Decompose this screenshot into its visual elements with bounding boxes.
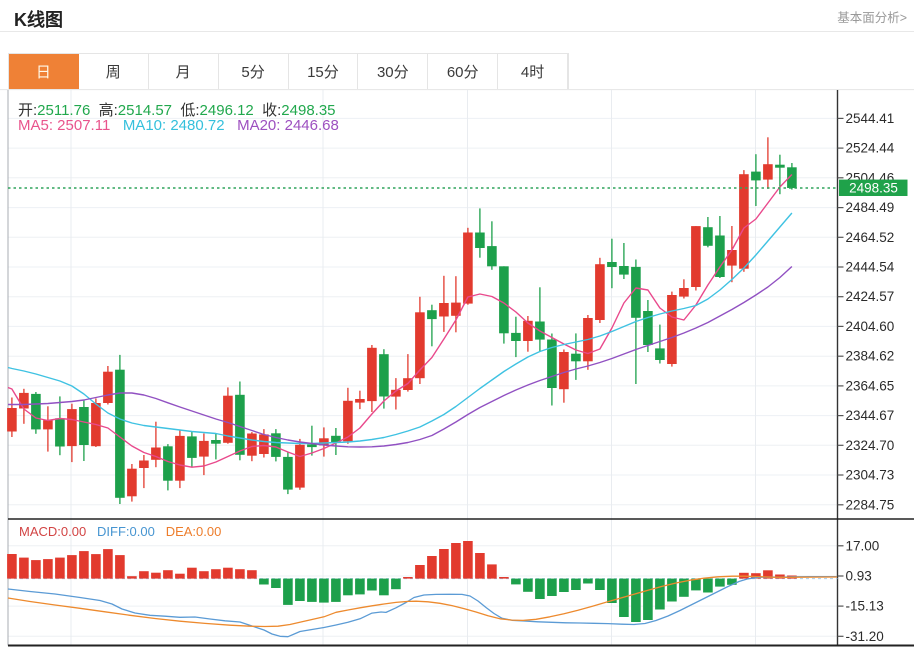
svg-text:-31.20: -31.20 <box>846 629 884 644</box>
svg-text:2498.35: 2498.35 <box>849 180 898 195</box>
svg-text:2304.73: 2304.73 <box>846 468 895 483</box>
svg-text:2484.49: 2484.49 <box>846 200 895 215</box>
svg-text:0.93: 0.93 <box>846 569 872 584</box>
svg-text:2464.52: 2464.52 <box>846 230 895 245</box>
svg-text:2364.65: 2364.65 <box>846 378 895 393</box>
svg-text:2544.41: 2544.41 <box>846 111 895 126</box>
svg-text:2324.70: 2324.70 <box>846 438 895 453</box>
svg-text:-15.13: -15.13 <box>846 599 884 614</box>
svg-text:2404.60: 2404.60 <box>846 319 895 334</box>
svg-text:2344.67: 2344.67 <box>846 408 895 423</box>
svg-text:2284.75: 2284.75 <box>846 497 895 512</box>
svg-text:2444.54: 2444.54 <box>846 260 895 275</box>
svg-text:2384.62: 2384.62 <box>846 349 895 364</box>
svg-text:17.00: 17.00 <box>846 538 880 553</box>
svg-text:2524.44: 2524.44 <box>846 141 895 156</box>
svg-text:2424.57: 2424.57 <box>846 289 895 304</box>
